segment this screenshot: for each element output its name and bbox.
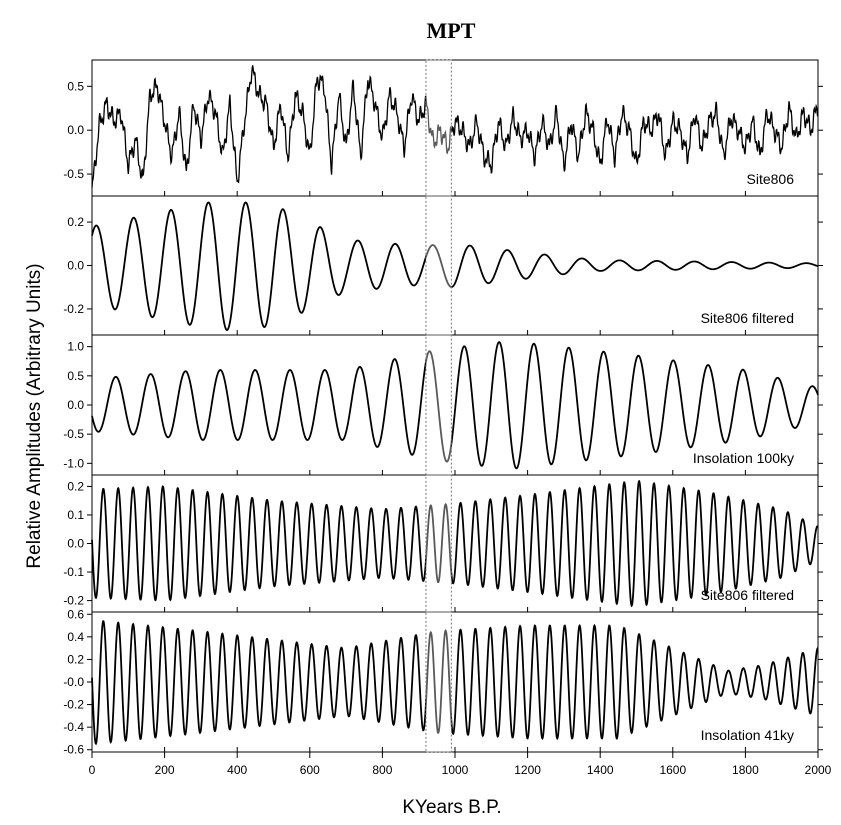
y-tick-label: -0.5 [63,427,84,441]
x-tick-label: 400 [227,763,247,777]
y-tick-label: 0.5 [67,369,84,383]
chart-title: MPT [427,18,476,43]
panel-3: 1.0 0.5 0.0 -0.5 -1.0 Insolation 100ky [63,334,823,476]
panel-5: 0.6 0.4 0.2 -0.0 -0.2 -0.4 -0.6 Insolation 41ky [63,607,823,757]
y-tick-label: -1.0 [63,456,84,470]
x-tick-label: 2000 [805,763,832,777]
y-tick-label: 0.2 [67,479,84,493]
series-line-5 [91,620,819,746]
x-tick-label: 1200 [514,763,541,777]
x-tick-label: 1800 [732,763,759,777]
y-tick-label: 1.0 [67,340,84,354]
y-axis-title: Relative Amplitudes (Arbitrary Units) [24,263,45,568]
y-tick-label: 0.1 [67,508,84,522]
y-tick-label: -0.2 [63,302,84,316]
x-tick-label: 1000 [442,763,469,777]
y-tick-label: 0.2 [67,215,84,229]
y-tick-label: 0.6 [67,607,84,621]
y-tick-label: -0.4 [63,720,84,734]
highlight-rect [425,59,452,753]
y-tick-label: 0.5 [67,79,84,93]
x-tick-label: 600 [300,763,320,777]
x-tick-label: 0 [89,763,96,777]
x-axis-title: KYears B.P. [402,797,501,818]
x-tick-label: 1600 [659,763,686,777]
series-line-2 [91,201,819,331]
panel-label: Insolation 100ky [693,450,794,466]
y-tick-label: -0.2 [63,698,84,712]
y-tick-label: 0.0 [67,123,84,137]
x-tick-label: 200 [155,763,175,777]
y-tick-label: -0.5 [63,167,84,181]
series-line-1 [91,65,819,188]
panel-label: Site806 filtered [701,310,794,326]
y-tick-label: -0.1 [63,565,84,579]
y-tick-label: 0.0 [67,537,84,551]
highlight-window [425,59,452,753]
panel-label: Site806 [747,171,795,187]
y-tick-label: 0.2 [67,652,84,666]
panel-label: Insolation 41ky [701,727,794,743]
series-line-3 [91,341,819,470]
y-tick-label: -0.2 [63,594,84,608]
y-tick-label: -0.0 [63,675,84,689]
panel-label: Site806 filtered [701,587,794,603]
x-tick-label: 1400 [587,763,614,777]
x-axis: 0 200 400 600 800 1000 1200 1400 1600 1800 2000 [89,752,832,777]
panels: 0.5 0.0 -0.5 Site806 0.2 0.0 -0.2 Site806 filte… [63,59,823,757]
y-tick-label: 0.4 [67,630,84,644]
y-tick-label: 0.0 [67,398,84,412]
y-tick-label: 0.0 [67,259,84,273]
x-tick-label: 800 [372,763,392,777]
y-tick-label: -0.6 [63,743,84,757]
series-line-4 [91,480,819,608]
